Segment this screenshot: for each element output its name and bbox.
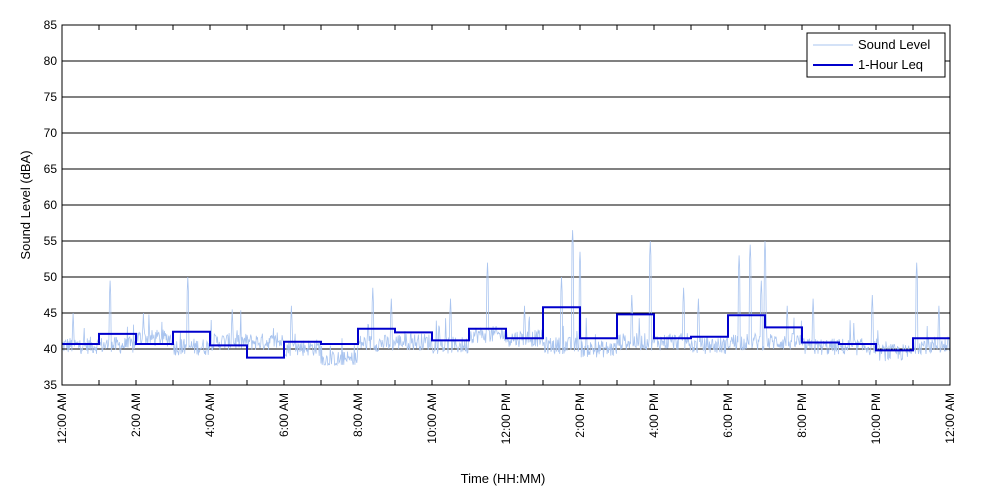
y-tick-label: 70 [44,126,58,140]
x-axis-title: Time (HH:MM) [461,471,546,486]
x-tick-label: 4:00 AM [203,393,217,437]
y-axis: 35 40 45 50 55 60 65 70 75 80 85 [44,18,950,392]
y-tick-label: 50 [44,270,58,284]
x-tick-label: 8:00 PM [795,393,809,438]
y-tick-label: 55 [44,234,58,248]
x-tick-label: 8:00 AM [351,393,365,437]
x-axis: 12:00 AM 2:00 AM 4:00 AM 6:00 AM 8:00 AM 10:0… [55,25,957,444]
x-tick-label: 10:00 AM [425,393,439,444]
y-tick-label: 45 [44,306,58,320]
legend-box [806,32,946,78]
y-axis-title: Sound Level (dBA) [18,150,33,259]
y-tick-label: 40 [44,342,58,356]
legend: Sound Level 1-Hour Leq [806,32,946,78]
x-tick-label: 2:00 PM [573,393,587,438]
leq-step-line [62,306,950,359]
y-tick-label: 35 [44,378,58,392]
x-tick-label: 6:00 PM [721,393,735,438]
x-tick-label: 12:00 PM [499,393,513,444]
x-tick-label: 6:00 AM [277,393,291,437]
x-tick-label: 10:00 PM [869,393,883,444]
x-tick-label: 12:00 AM [943,393,957,444]
grid-lines [62,60,950,350]
legend-label-1-hour-leq: 1-Hour Leq [858,57,923,72]
x-tick-label: 2:00 AM [129,393,143,437]
y-tick-label: 80 [44,54,58,68]
legend-label-sound-level: Sound Level [858,37,930,52]
y-tick-label: 85 [44,18,58,32]
y-tick-label: 75 [44,90,58,104]
y-tick-label: 65 [44,162,58,176]
x-tick-label: 12:00 AM [55,393,69,444]
y-tick-label: 60 [44,198,58,212]
x-tick-label: 4:00 PM [647,393,661,438]
series-1-hour-leq [62,306,950,359]
